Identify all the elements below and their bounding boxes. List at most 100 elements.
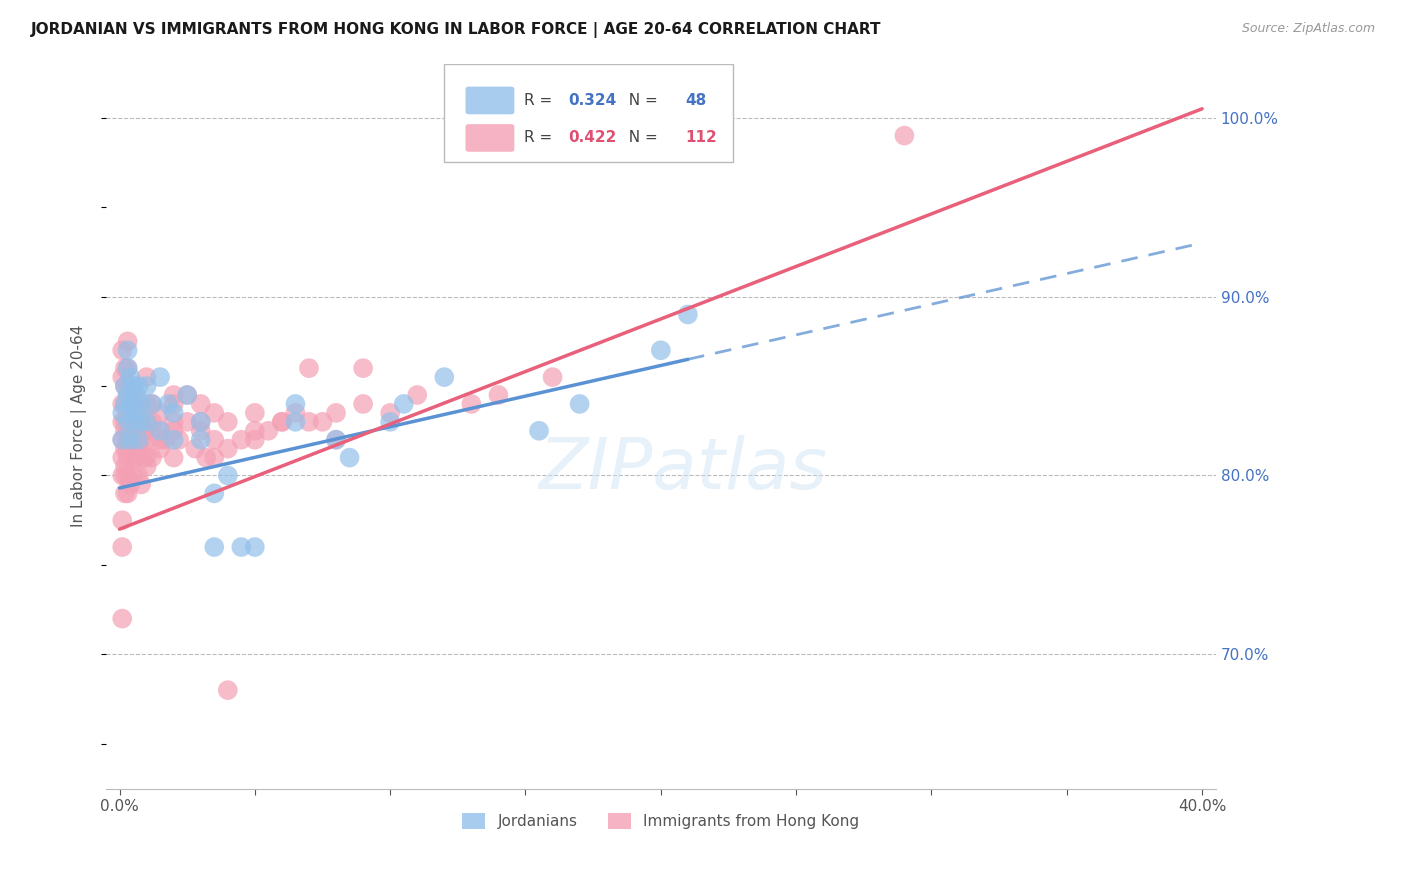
Point xyxy=(111,611,134,625)
Point xyxy=(243,433,266,447)
Point xyxy=(149,442,172,456)
Point xyxy=(352,397,374,411)
Point xyxy=(325,406,347,420)
Point xyxy=(135,370,157,384)
Point xyxy=(114,379,136,393)
Point xyxy=(117,442,139,456)
Point xyxy=(111,540,134,554)
Point xyxy=(190,433,212,447)
Point xyxy=(893,128,915,143)
Point xyxy=(488,388,510,402)
Point xyxy=(135,397,157,411)
Point xyxy=(231,540,253,554)
Point xyxy=(163,433,186,447)
Point xyxy=(125,424,148,438)
Text: 48: 48 xyxy=(685,93,706,108)
Point xyxy=(202,450,225,465)
Point xyxy=(202,433,225,447)
Point xyxy=(129,406,152,420)
Point xyxy=(117,468,139,483)
Point xyxy=(271,415,294,429)
Point xyxy=(120,424,142,438)
Point xyxy=(122,397,145,411)
Point xyxy=(114,459,136,474)
Point xyxy=(135,450,157,465)
Text: 0.422: 0.422 xyxy=(568,130,617,145)
Text: 0.324: 0.324 xyxy=(568,93,617,108)
Point xyxy=(111,343,134,358)
Point xyxy=(117,415,139,429)
Point xyxy=(114,442,136,456)
Point xyxy=(117,406,139,420)
Point xyxy=(149,370,172,384)
Point xyxy=(284,397,307,411)
Point xyxy=(217,415,239,429)
Point xyxy=(380,406,402,420)
Point xyxy=(460,397,482,411)
Point xyxy=(243,406,266,420)
Point xyxy=(202,540,225,554)
Point xyxy=(149,424,172,438)
Point xyxy=(125,397,148,411)
Point xyxy=(114,486,136,500)
Point xyxy=(163,397,186,411)
Point xyxy=(155,433,177,447)
Point xyxy=(122,433,145,447)
Point xyxy=(406,388,429,402)
Point xyxy=(176,415,198,429)
Point xyxy=(284,406,307,420)
Point xyxy=(122,415,145,429)
Point xyxy=(114,379,136,393)
Point xyxy=(114,397,136,411)
Point xyxy=(111,433,134,447)
Point xyxy=(117,334,139,349)
Point xyxy=(111,415,134,429)
Point xyxy=(190,397,212,411)
Point xyxy=(127,468,149,483)
Text: 112: 112 xyxy=(685,130,717,145)
Point xyxy=(311,415,333,429)
Point xyxy=(127,433,149,447)
Point xyxy=(111,450,134,465)
Point xyxy=(380,415,402,429)
Point xyxy=(122,406,145,420)
Point xyxy=(114,424,136,438)
Point xyxy=(149,406,172,420)
Point xyxy=(176,388,198,402)
Point xyxy=(129,433,152,447)
Point xyxy=(141,450,163,465)
Point xyxy=(117,379,139,393)
Point xyxy=(202,406,225,420)
Text: N =: N = xyxy=(619,130,662,145)
Point xyxy=(271,415,294,429)
Point xyxy=(257,424,280,438)
FancyBboxPatch shape xyxy=(444,64,733,161)
Text: N =: N = xyxy=(619,93,662,108)
Point xyxy=(163,450,186,465)
Point xyxy=(202,486,225,500)
Point xyxy=(217,442,239,456)
Point xyxy=(111,397,134,411)
Point xyxy=(117,361,139,376)
Point xyxy=(120,397,142,411)
Text: R =: R = xyxy=(524,93,557,108)
Text: ZIPatlas: ZIPatlas xyxy=(538,435,828,504)
Point xyxy=(135,379,157,393)
Point xyxy=(114,361,136,376)
Point xyxy=(231,433,253,447)
Point xyxy=(135,433,157,447)
Point xyxy=(135,415,157,429)
Point xyxy=(111,513,134,527)
Point xyxy=(127,415,149,429)
Point xyxy=(129,415,152,429)
Point xyxy=(149,424,172,438)
Point xyxy=(122,379,145,393)
Point xyxy=(163,424,186,438)
Point xyxy=(117,450,139,465)
FancyBboxPatch shape xyxy=(465,124,515,152)
Point xyxy=(114,415,136,429)
Point xyxy=(157,397,180,411)
Point xyxy=(122,468,145,483)
Point xyxy=(541,370,564,384)
Point xyxy=(122,450,145,465)
